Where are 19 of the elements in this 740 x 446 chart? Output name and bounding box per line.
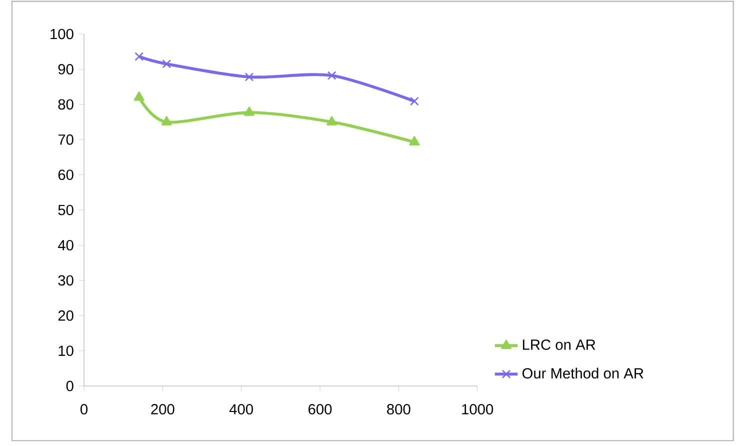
legend-label: LRC on AR <box>522 340 596 350</box>
x-tick-label: 400 <box>229 404 253 414</box>
y-tick-label: 50 <box>58 204 74 216</box>
y-tick-label: 70 <box>58 134 74 145</box>
y-tick-label: 10 <box>58 346 74 356</box>
x-tick-label: 0 <box>80 404 88 414</box>
x-tick-label: 200 <box>151 404 174 414</box>
y-tick-label: 20 <box>58 310 74 321</box>
legend-label: Our Method on AR <box>522 368 644 379</box>
x-tick-label: 800 <box>387 404 410 414</box>
y-tick-label: 90 <box>58 64 74 74</box>
x-tick-label: 600 <box>308 404 332 414</box>
y-tick-label: 0 <box>66 380 74 392</box>
y-tick-label: 40 <box>58 240 74 250</box>
y-tick-label: 100 <box>50 28 74 40</box>
x-tick-label: 1000 <box>462 404 494 414</box>
y-tick-label: 30 <box>58 275 74 286</box>
y-tick-label: 80 <box>58 99 74 110</box>
y-tick-label: 60 <box>58 170 74 180</box>
